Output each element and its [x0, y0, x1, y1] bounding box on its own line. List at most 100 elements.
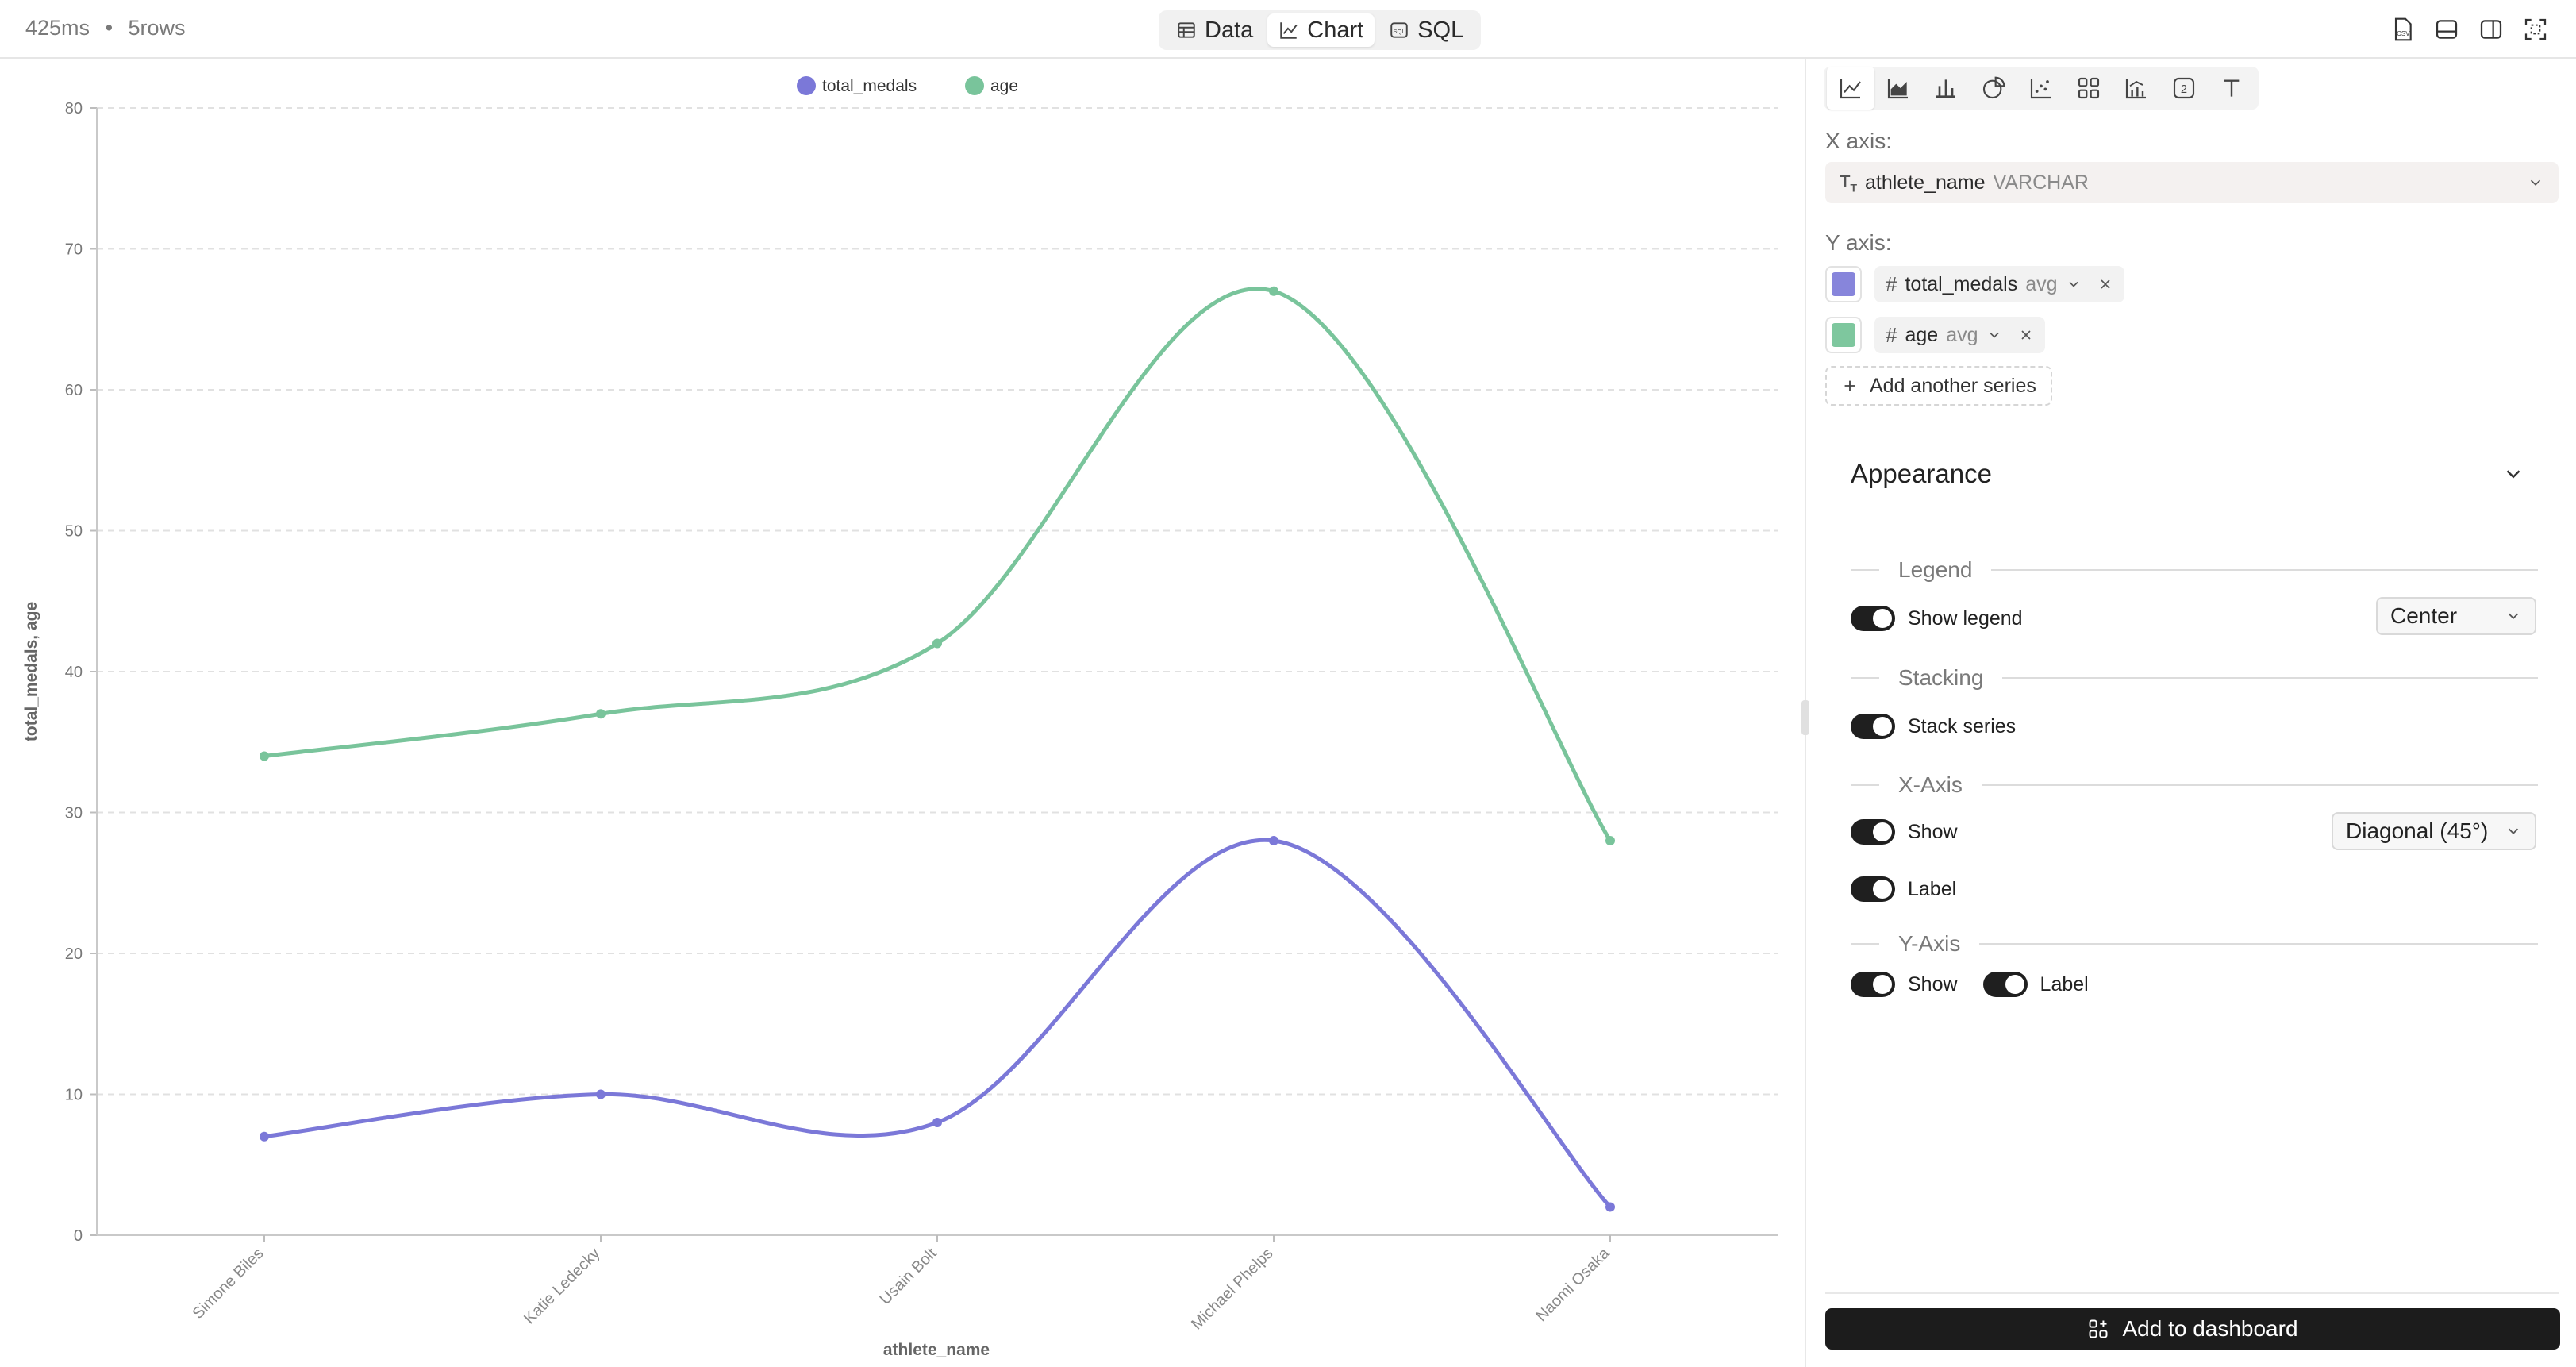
y-tick-label: 40 — [65, 664, 83, 681]
legend-heading: Legend — [1898, 557, 1973, 582]
series-agg: avg — [2025, 272, 2058, 295]
panel-footer-divider — [1825, 1292, 2559, 1294]
x-tick-label: Naomi Osaka — [1532, 1244, 1613, 1325]
add-to-dashboard-button[interactable]: Add to dashboard — [1825, 1308, 2560, 1350]
combo-chart-icon[interactable] — [2113, 67, 2160, 110]
series-pill-age[interactable]: # age avg — [1874, 317, 2045, 353]
grid-chart-icon[interactable] — [2065, 67, 2113, 110]
add-to-dashboard-label: Add to dashboard — [2122, 1316, 2298, 1341]
y-series-row: # age avg — [1825, 315, 2045, 355]
x-axis-label-toggle[interactable] — [1851, 876, 1895, 902]
number-icon[interactable]: 2 — [2160, 67, 2208, 110]
y-tick-label: 80 — [65, 100, 83, 117]
y-axis-show-toggle[interactable] — [1851, 972, 1895, 997]
chevron-down-icon[interactable] — [1986, 327, 2002, 343]
svg-text:CSV: CSV — [2397, 30, 2410, 37]
fullscreen-icon[interactable] — [2522, 16, 2549, 43]
y-tick-label: 10 — [65, 1087, 83, 1104]
legend-position-select[interactable]: Center — [2376, 597, 2536, 635]
close-icon[interactable] — [2097, 276, 2113, 292]
y-tick-label: 50 — [65, 523, 83, 541]
x-axis-rotation-select[interactable]: Diagonal (45°) — [2332, 812, 2536, 850]
area-chart-icon[interactable] — [1874, 67, 1922, 110]
data-point — [596, 1089, 606, 1099]
x-tick-label: Michael Phelps — [1188, 1245, 1276, 1333]
series-field: total_medals — [1905, 272, 2018, 295]
bar-chart-icon[interactable] — [1922, 67, 1970, 110]
series-agg: avg — [1946, 323, 1978, 346]
tab-data-label: Data — [1205, 17, 1254, 43]
tab-chart[interactable]: Chart — [1267, 13, 1375, 47]
y-axis-label-toggle[interactable] — [1982, 972, 2028, 997]
text-type-icon: TT — [1840, 171, 1858, 194]
stacking-group-header: Stacking — [1851, 664, 2538, 692]
x-axis-heading: X-Axis — [1898, 772, 1963, 797]
x-axis-show-label: Show — [1908, 820, 1958, 843]
legend-group-header: Legend — [1851, 556, 2538, 584]
data-point — [1605, 1202, 1615, 1212]
csv-download-icon[interactable]: CSV — [2389, 16, 2416, 43]
x-axis-label: X axis: — [1825, 129, 1893, 153]
x-axis-select[interactable]: TT athlete_name VARCHAR — [1825, 162, 2559, 203]
dashboard-add-icon — [2089, 1319, 2108, 1338]
appearance-title[interactable]: Appearance — [1851, 459, 1992, 488]
chevron-down-icon — [2530, 179, 2541, 186]
hash-icon: # — [1886, 271, 1897, 296]
side-panel-icon[interactable] — [2478, 16, 2505, 43]
add-series-label: Add another series — [1870, 374, 2036, 397]
data-point — [1605, 836, 1615, 845]
series-color-swatch — [1832, 323, 1855, 347]
plus-icon — [1844, 380, 1855, 391]
legend-swatch — [965, 76, 984, 95]
line-chart-icon — [1280, 22, 1298, 39]
chart-area: 0 10 20 30 40 50 60 70 80 Simone Biles Katie Ledec… — [0, 59, 1805, 1367]
chevron-down-icon — [2508, 828, 2519, 835]
row-count: 5rows — [128, 16, 186, 40]
chevron-down-icon[interactable] — [2501, 462, 2525, 486]
x-tick-label: Katie Ledecky — [521, 1245, 603, 1327]
legend-label: total_medals — [822, 77, 917, 95]
data-point — [1269, 836, 1278, 845]
chevron-down-icon[interactable] — [2066, 276, 2082, 292]
x-axis-label-label: Label — [1908, 877, 1957, 900]
series-line — [263, 287, 1613, 842]
query-duration: 425ms — [25, 16, 90, 40]
add-series-button[interactable]: Add another series — [1825, 366, 2052, 406]
text-icon[interactable] — [2208, 67, 2255, 110]
series-color-swatch — [1832, 272, 1855, 296]
stacking-heading: Stacking — [1898, 665, 1984, 690]
show-legend-label: Show legend — [1908, 606, 2023, 630]
hash-icon: # — [1886, 322, 1897, 347]
sql-icon: SQL — [1390, 22, 1408, 38]
line-chart-icon[interactable] — [1827, 67, 1874, 110]
x-axis-label-row: Label — [1851, 875, 1956, 903]
scatter-chart-icon[interactable] — [2017, 67, 2065, 110]
show-legend-toggle[interactable] — [1851, 606, 1895, 631]
close-icon[interactable] — [2018, 327, 2034, 343]
y-series-row: # total_medals avg — [1825, 264, 2124, 304]
data-point — [260, 1131, 269, 1142]
y-tick-label: 30 — [65, 805, 83, 822]
series-color-picker[interactable] — [1825, 266, 1862, 302]
y-tick-label: 20 — [65, 945, 83, 963]
y-tick-label: 0 — [74, 1227, 83, 1245]
stack-series-label: Stack series — [1908, 714, 2017, 737]
x-axis-group-header: X-Axis — [1851, 771, 2538, 799]
x-axis-show-toggle[interactable] — [1851, 819, 1895, 845]
tab-sql-label: SQL — [1417, 17, 1464, 43]
y-axis-heading: Y-Axis — [1898, 931, 1961, 956]
bottom-panel-icon[interactable] — [2433, 16, 2460, 43]
series-pill-total-medals[interactable]: # total_medals avg — [1874, 266, 2124, 302]
resize-handle[interactable] — [1801, 700, 1809, 735]
y-tick-label: 70 — [65, 241, 83, 259]
legend-swatch — [797, 76, 816, 95]
top-toolbar — [0, 0, 2576, 59]
pie-chart-icon[interactable] — [1970, 67, 2017, 110]
y-axis-show-label: Show — [1908, 972, 1958, 995]
tab-sql[interactable]: SQL SQL — [1378, 13, 1474, 47]
x-tick-label: Simone Biles — [189, 1245, 267, 1323]
data-point — [932, 1118, 942, 1127]
stack-series-toggle[interactable] — [1851, 714, 1895, 739]
series-color-picker[interactable] — [1825, 317, 1862, 353]
tab-data[interactable]: Data — [1165, 13, 1264, 47]
